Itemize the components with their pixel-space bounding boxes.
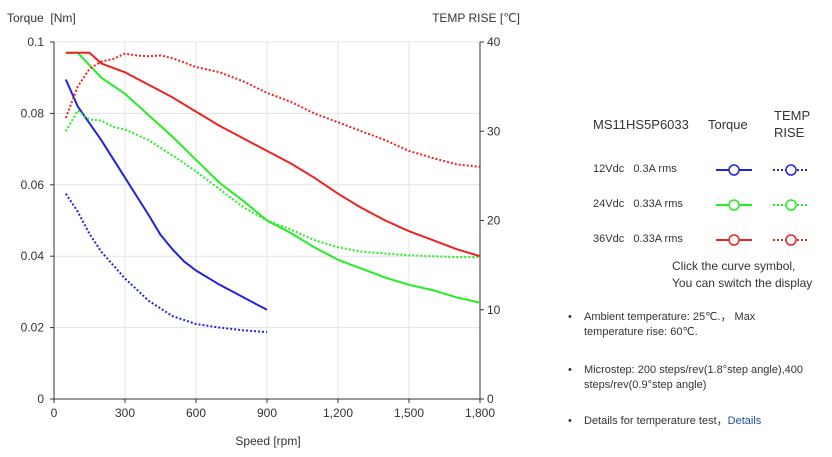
chart: 0 300 600 900 1,200 1,500 1,800 00.020.040.060… bbox=[7, 11, 520, 448]
legend-row-label: 24Vdc 0.33A rms bbox=[593, 198, 683, 210]
legend-hint-line2: You can switch the display bbox=[672, 276, 813, 290]
series-line-torque-24[interactable] bbox=[65, 51, 481, 304]
bullet-icon: • bbox=[568, 364, 572, 376]
note-ambient-line1: Ambient temperature: 25℃.， Max bbox=[584, 311, 756, 323]
x-tick-label: 900 bbox=[257, 406, 277, 420]
y-left-axis-ticks: 0 0.02 0.04 0.06 0.08 0.1 bbox=[21, 35, 54, 406]
bullet-icon: • bbox=[568, 415, 572, 427]
legend-row-label: 12Vdc 0.3A rms bbox=[593, 163, 677, 175]
x-tick-label: 0 bbox=[51, 406, 58, 420]
legend-symbol-torque[interactable] bbox=[715, 160, 755, 180]
series-line-temp-12[interactable] bbox=[64, 193, 268, 334]
y-right-tick-label: 30 bbox=[487, 124, 501, 138]
y-left-tick-label: 0 bbox=[37, 392, 44, 406]
series-line-temp-36[interactable] bbox=[64, 52, 481, 168]
legend-header-temp-rise: TEMP RISE bbox=[774, 107, 810, 141]
y-right-axis-label: TEMP RISE [℃] bbox=[432, 11, 520, 25]
legend-symbol-temp[interactable] bbox=[772, 230, 812, 250]
legend-row-label: 36Vdc 0.33A rms bbox=[593, 233, 683, 245]
note-microstep-line2: steps/rev(0.9°step angle) bbox=[584, 379, 707, 391]
y-right-tick-label: 40 bbox=[487, 35, 501, 49]
y-left-axis-label: Torque [Nm] bbox=[7, 11, 76, 25]
x-tick-label: 600 bbox=[186, 406, 206, 420]
legend-row: 12Vdc 0.3A rms bbox=[585, 160, 825, 180]
bullet-icon: • bbox=[568, 311, 572, 323]
note-details-text: Details for temperature test， bbox=[584, 415, 728, 427]
y-right-axis-ticks: 0 10 20 30 40 bbox=[480, 35, 501, 406]
y-left-tick-label: 0.08 bbox=[21, 106, 45, 120]
x-tick-label: 1,500 bbox=[394, 406, 424, 420]
series-lines bbox=[64, 51, 481, 334]
legend-header-torque: Torque bbox=[708, 117, 748, 132]
y-left-tick-label: 0.02 bbox=[21, 321, 45, 335]
details-link[interactable]: Details bbox=[727, 415, 762, 427]
legend-row: 36Vdc 0.33A rms bbox=[585, 230, 825, 250]
x-tick-label: 300 bbox=[115, 406, 135, 420]
series-line-temp-24[interactable] bbox=[64, 109, 480, 259]
legend-hint: Click the curve symbol, You can switch t… bbox=[672, 258, 812, 292]
note-ambient-line2: temperature rise: 60℃. bbox=[584, 326, 698, 338]
y-left-tick-label: 0.04 bbox=[21, 249, 45, 263]
x-axis-label: Speed [rpm] bbox=[235, 434, 300, 448]
legend-symbol-temp[interactable] bbox=[772, 160, 812, 180]
y-right-tick-label: 10 bbox=[487, 303, 501, 317]
y-left-tick-label: 0.06 bbox=[21, 178, 45, 192]
legend-header-temp-line1: TEMP bbox=[774, 108, 811, 123]
legend-symbol-temp[interactable] bbox=[772, 195, 812, 215]
legend-header-model: MS11HS5P6033 bbox=[593, 117, 689, 132]
x-tick-label: 1,800 bbox=[465, 406, 495, 420]
y-right-tick-label: 0 bbox=[487, 392, 494, 406]
legend-hint-line1: Click the curve symbol, bbox=[672, 259, 796, 273]
legend-row: 24Vdc 0.33A rms bbox=[585, 195, 825, 215]
note-microstep-line1: Microstep: 200 steps/rev(1.8°step angle)… bbox=[584, 364, 804, 376]
series-line-torque-12[interactable] bbox=[64, 79, 268, 311]
legend-header-temp-line2: RISE bbox=[774, 125, 805, 140]
y-right-tick-label: 20 bbox=[487, 214, 501, 228]
x-tick-label: 1,200 bbox=[323, 406, 353, 420]
series-line-torque-36[interactable] bbox=[65, 51, 481, 258]
x-axis-ticks: 0 300 600 900 1,200 1,500 1,800 bbox=[51, 399, 495, 420]
legend-symbol-torque[interactable] bbox=[715, 230, 755, 250]
legend-symbol-torque[interactable] bbox=[715, 195, 755, 215]
y-left-tick-label: 0.1 bbox=[27, 35, 44, 49]
